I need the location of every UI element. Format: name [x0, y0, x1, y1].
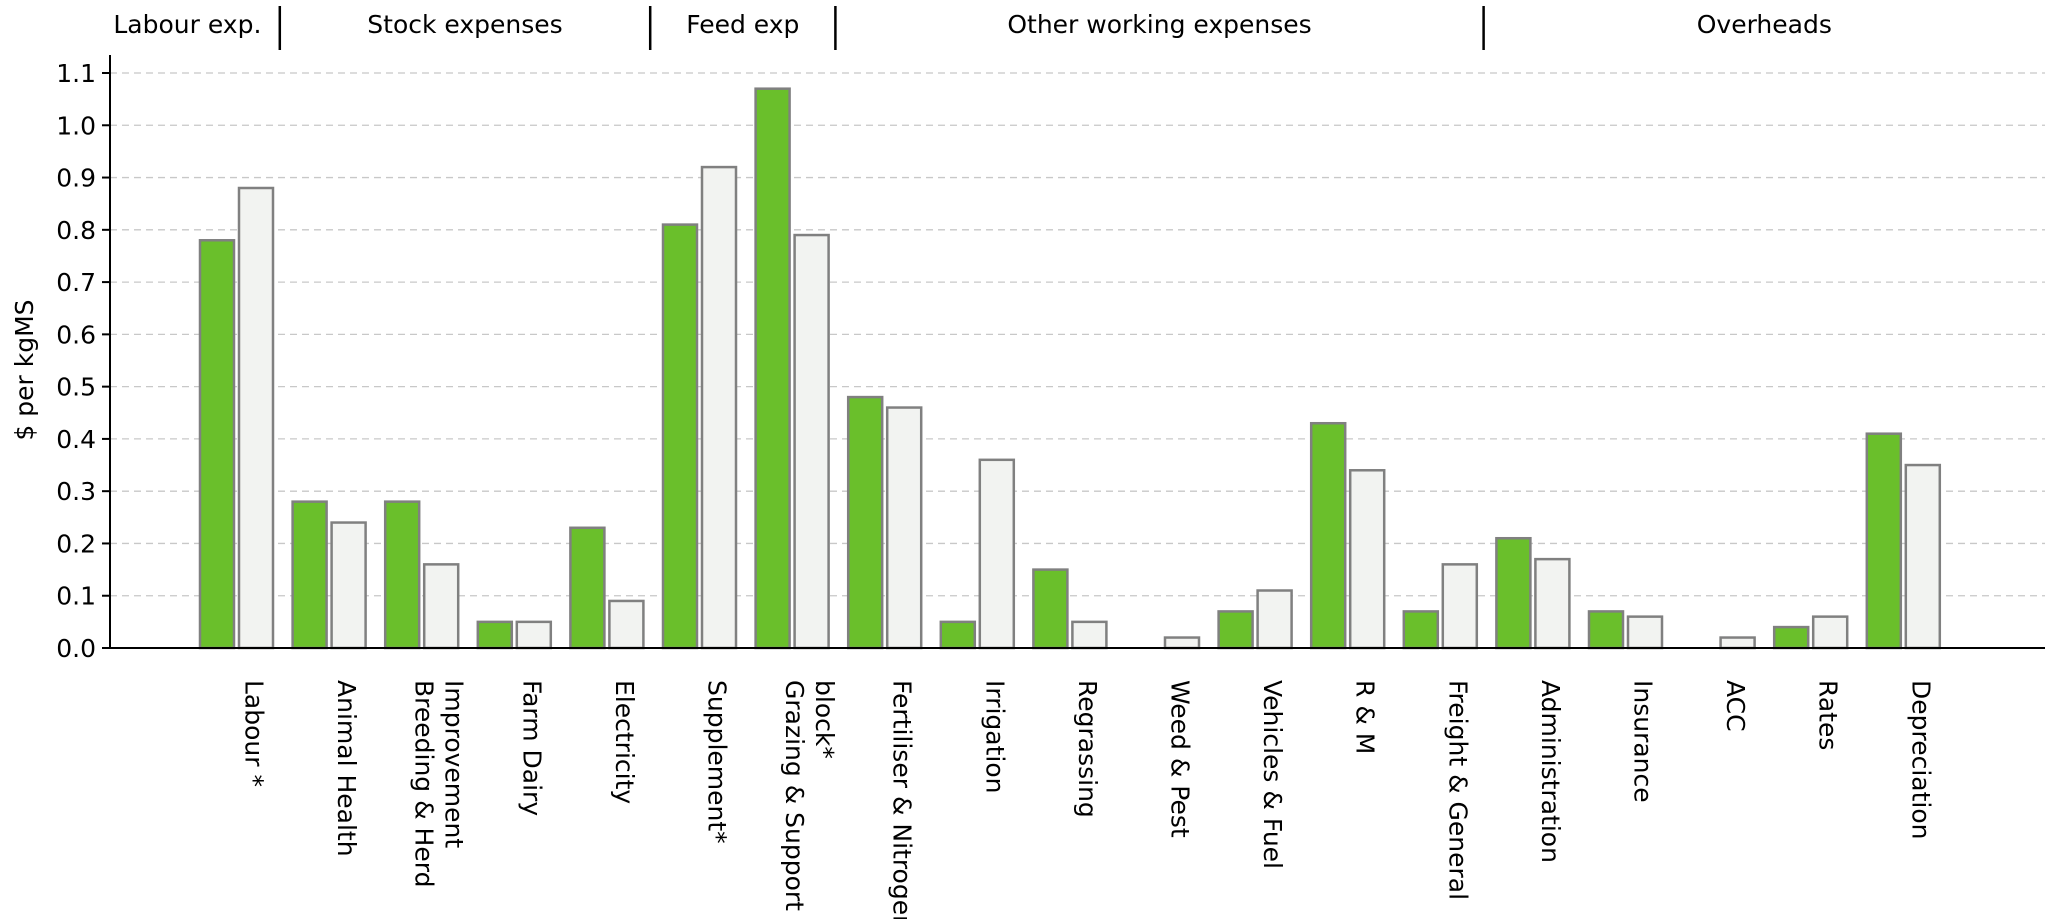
y-tick-label: 1.1 — [56, 59, 96, 88]
grid-lines — [110, 72, 2045, 597]
bar-series-2-18 — [1904, 463, 1942, 650]
y-tick-label: 0.6 — [56, 320, 96, 349]
bar-series-2-15 — [1626, 615, 1664, 650]
y-tick-label: 0.7 — [56, 268, 96, 297]
bar-series-1-6 — [754, 87, 791, 650]
x-category-label: Depreciation — [1906, 680, 1935, 840]
x-category-label: Electricity — [610, 680, 639, 804]
bar-series-2-1 — [330, 521, 367, 650]
bar-series-2-5 — [700, 165, 738, 650]
bar-series-1-9 — [1032, 568, 1069, 650]
bar-series-2-17 — [1811, 615, 1849, 650]
bar-series-2-13 — [1441, 563, 1479, 650]
x-category-label: Administration — [1536, 680, 1565, 863]
bar-series-1-2 — [383, 500, 421, 650]
bar-series-2-10 — [1163, 636, 1201, 650]
y-axis-title: $ per kgMS — [10, 299, 39, 440]
y-axis-ticks: 0.0 0.1 0.2 0.3 0.4 0.5 0.6 0.7 0.8 0.9 1.0 1.1 — [56, 59, 110, 663]
axes — [109, 55, 2045, 649]
x-category-label: Supplement* — [703, 680, 732, 844]
bar-series-2-2 — [422, 563, 460, 650]
group-label: Other working expenses — [1007, 10, 1311, 39]
bar-series-1-15 — [1587, 610, 1625, 650]
bar-series-1-14 — [1495, 536, 1532, 650]
x-category-label: Insurance — [1629, 680, 1658, 803]
bar-series-1-3 — [476, 620, 514, 650]
x-category-label: Vehicles & Fuel — [1258, 680, 1287, 869]
x-category-label: R & M — [1351, 680, 1380, 754]
bar-series-1-4 — [569, 526, 606, 650]
bar-series-1-8 — [939, 620, 977, 650]
x-category-label: block* — [810, 680, 839, 759]
group-label: Stock expenses — [367, 10, 562, 39]
x-category-label: Grazing & Support — [780, 680, 809, 911]
bar-series-2-9 — [1071, 620, 1108, 650]
bar-series-1-1 — [291, 500, 328, 650]
bar-series-1-13 — [1402, 610, 1440, 650]
x-category-label: Breeding & Herd — [410, 680, 439, 887]
x-category-label: Regrassing — [1073, 680, 1102, 818]
bar-series-1-17 — [1772, 625, 1810, 650]
x-category-label: Farm Dairy — [517, 680, 546, 816]
bar-series-1-11 — [1217, 610, 1254, 650]
x-category-label: Labour * — [240, 680, 269, 787]
y-tick-label: 0.3 — [56, 477, 96, 506]
bar-series-2-14 — [1534, 557, 1571, 650]
bar-series-2-7 — [885, 406, 923, 650]
y-tick-label: 0.5 — [56, 373, 96, 402]
y-tick-label: 0.0 — [56, 634, 96, 663]
bar-series-1-0 — [198, 239, 236, 650]
bar-series-2-4 — [608, 599, 645, 650]
x-category-label: ACC — [1721, 680, 1750, 732]
x-category-label: Weed & Pest — [1166, 680, 1195, 838]
y-tick-label: 0.9 — [56, 164, 96, 193]
x-category-label: Fertiliser & Nitrogen — [888, 680, 917, 919]
bar-series-1-5 — [661, 223, 699, 650]
bar-series-2-8 — [978, 458, 1016, 650]
bar-series-1-18 — [1865, 432, 1903, 650]
bar-series-2-16 — [1719, 636, 1756, 650]
y-tick-label: 1.0 — [56, 111, 96, 140]
group-label: Feed exp — [686, 10, 799, 39]
bar-series-2-3 — [515, 620, 553, 650]
x-category-label: Rates — [1814, 680, 1843, 750]
group-label: Overheads — [1697, 10, 1832, 39]
bar-series-1-12 — [1309, 421, 1347, 650]
bars — [198, 87, 1942, 650]
bar-series-2-6 — [793, 233, 830, 650]
x-category-label: Improvement — [440, 680, 469, 848]
group-label: Labour exp. — [113, 10, 261, 39]
group-header: Labour exp. Stock expenses Feed exp Other w… — [113, 6, 1832, 50]
x-category-label: Irrigation — [980, 680, 1009, 794]
bar-series-1-7 — [846, 395, 884, 650]
y-tick-label: 0.1 — [56, 582, 96, 611]
y-tick-label: 0.8 — [56, 216, 96, 245]
category-labels: Labour * Animal Health Breeding & Herd Impr… — [240, 680, 1936, 919]
bar-series-2-11 — [1256, 589, 1293, 650]
x-category-label: Freight & General — [1443, 680, 1472, 900]
x-category-label: Animal Health — [332, 680, 361, 857]
y-tick-label: 0.2 — [56, 529, 96, 558]
y-tick-label: 0.4 — [56, 425, 96, 454]
bar-series-2-0 — [237, 186, 275, 650]
bar-series-2-12 — [1348, 469, 1386, 650]
